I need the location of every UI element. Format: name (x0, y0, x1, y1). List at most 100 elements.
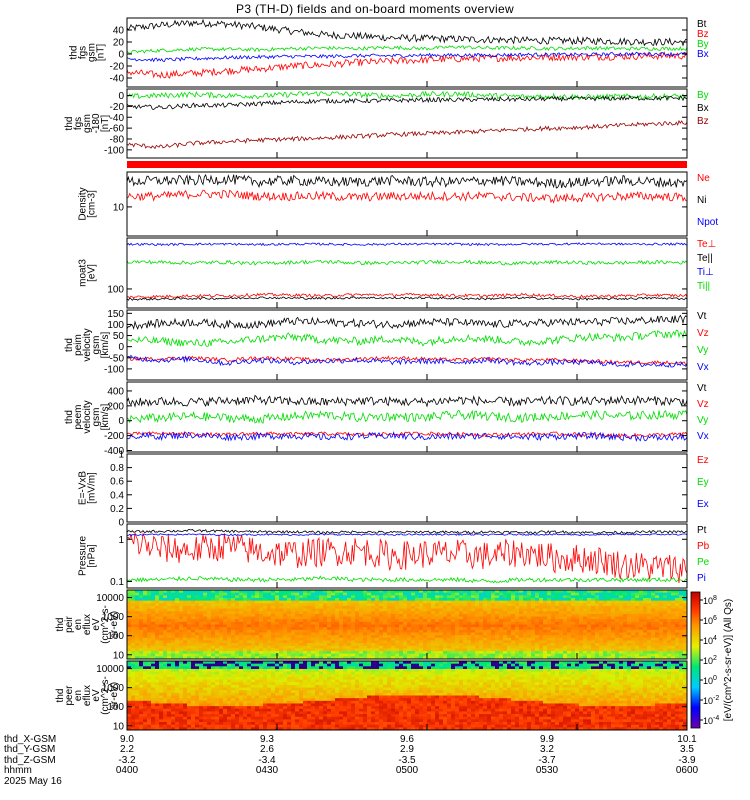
heat-cell (251, 703, 256, 707)
heat-cell (427, 648, 432, 652)
heat-cell (323, 651, 328, 655)
heat-cell (163, 706, 168, 710)
heat-cell (287, 624, 292, 628)
heat-cell (279, 624, 284, 628)
heat-cell (259, 706, 264, 710)
heat-cell (255, 690, 260, 694)
heat-cell (483, 651, 488, 655)
heat-cell (271, 590, 276, 594)
heat-cell (295, 706, 300, 710)
heat-cell (267, 651, 272, 655)
heat-cell (331, 645, 336, 649)
heat-cell (591, 624, 596, 628)
heat-cell (407, 640, 412, 644)
heat-cell (483, 645, 488, 649)
heat-cell (191, 637, 196, 641)
heat-cell (179, 597, 184, 602)
heat-cell (331, 597, 336, 602)
heat-cell (527, 632, 532, 636)
heat-cell (179, 605, 184, 609)
heat-cell (175, 703, 180, 707)
heat-cell (175, 679, 180, 683)
heat-cell (475, 592, 480, 596)
heat-cell (307, 648, 312, 652)
heat-cell (383, 629, 388, 633)
heat-cell (419, 605, 424, 609)
heat-cell (139, 703, 144, 707)
heat-cell (131, 608, 136, 612)
heat-cell (339, 632, 344, 636)
heat-cell (139, 621, 144, 625)
heat-cell (307, 608, 312, 612)
heat-cell (171, 668, 176, 673)
heat-cell (135, 706, 140, 710)
heat-cell (179, 714, 184, 718)
heat-cell (435, 643, 440, 647)
heat-cell (371, 608, 376, 612)
heat-cell (215, 700, 220, 704)
heat-cell (163, 629, 168, 633)
heat-cell (463, 648, 468, 652)
heat-cell (327, 643, 332, 647)
heat-cell (547, 603, 552, 607)
heat-cell (627, 613, 632, 617)
heat-cell (179, 708, 184, 712)
heat-cell (607, 632, 612, 636)
heat-cell (247, 703, 252, 707)
heat-cell (291, 676, 296, 680)
heat-cell (127, 706, 132, 710)
heat-cell (367, 632, 372, 636)
heat-cell (643, 629, 648, 633)
heat-cell (563, 595, 568, 599)
heat-cell (527, 605, 532, 609)
heat-cell (683, 597, 688, 602)
heat-cell (195, 714, 200, 718)
heat-cell (159, 643, 164, 647)
heat-cell (255, 692, 260, 696)
heat-cell (247, 635, 252, 639)
heat-cell (451, 629, 456, 633)
heat-cell (259, 716, 264, 720)
heat-cell (295, 679, 300, 683)
heat-cell (179, 671, 184, 675)
heat-cell (615, 635, 620, 639)
heat-cell (151, 684, 156, 688)
heat-cell (519, 635, 524, 639)
heat-cell (335, 637, 340, 641)
heat-cell (427, 635, 432, 639)
heat-cell (631, 611, 636, 615)
heat-cell (155, 684, 160, 688)
heat-cell (447, 595, 452, 599)
heat-cell (587, 627, 592, 631)
heat-cell (203, 706, 208, 710)
heat-cell (127, 613, 132, 617)
heat-cell (515, 592, 520, 596)
heat-cell (215, 695, 220, 699)
heat-cell (371, 645, 376, 649)
heat-cell (671, 605, 676, 609)
heat-cell (515, 597, 520, 602)
heat-cell (159, 666, 164, 670)
heat-cell (151, 656, 156, 660)
heat-cell (211, 727, 216, 731)
y-tick-label: 100 (107, 284, 124, 295)
heat-cell (627, 651, 632, 655)
heat-cell (427, 624, 432, 628)
heat-cell (283, 687, 288, 691)
heat-cell (619, 627, 624, 631)
heat-cell (279, 661, 284, 665)
heat-cell (295, 643, 300, 647)
heat-cell (127, 666, 132, 670)
heat-cell (619, 637, 624, 641)
heat-cell (271, 624, 276, 628)
heat-cell (403, 656, 408, 660)
heat-cell (287, 608, 292, 612)
heat-cell (667, 635, 672, 639)
heat-cell (579, 613, 584, 617)
heat-cell (287, 663, 292, 667)
heat-cell (235, 724, 240, 728)
heat-cell (435, 627, 440, 631)
heat-cell (319, 629, 324, 633)
heat-cell (667, 640, 672, 644)
heat-cell (183, 674, 188, 678)
